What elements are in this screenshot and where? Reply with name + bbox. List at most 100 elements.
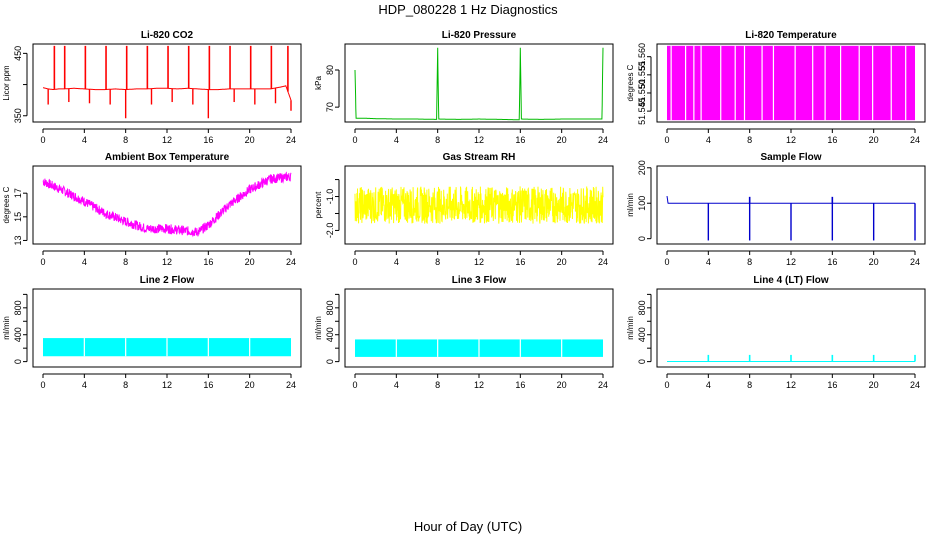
x-tick-label: 8 (747, 257, 752, 267)
x-tick-label: 20 (869, 380, 879, 390)
x-axis: 0 4 8 12 16 20 24 (352, 128, 608, 145)
y-axis-label: ml/min (626, 316, 635, 340)
series-line (43, 85, 292, 101)
x-tick-label: 16 (515, 380, 525, 390)
x-axis: 0 4 8 12 16 20 24 (664, 250, 920, 267)
x-tick-label: 20 (557, 135, 567, 145)
x-tick-label: 0 (352, 380, 357, 390)
plot-frame (32, 165, 302, 245)
x-tick-label: 20 (245, 257, 255, 267)
y-tick-label: 51.545 (637, 97, 647, 125)
x-tick-label: 16 (203, 380, 213, 390)
panel-4: Gas Stream RH percent 0 4 8 12 16 20 24 -2.0 -1.0 (314, 152, 614, 267)
x-tick-label: 24 (286, 380, 296, 390)
y-tick-label: 400 (637, 327, 647, 342)
x-axis: 0 4 8 12 16 20 24 (352, 373, 608, 390)
plot-area (667, 354, 916, 362)
x-tick-label: 16 (203, 257, 213, 267)
y-tick-label: 80 (325, 65, 335, 75)
y-axis-label: percent (314, 191, 323, 218)
x-tick-label: 12 (786, 257, 796, 267)
x-tick-label: 20 (245, 135, 255, 145)
x-axis: 0 4 8 12 16 20 24 (352, 250, 608, 267)
y-axis: 0 100 200 (637, 160, 652, 241)
x-tick-label: 4 (706, 380, 711, 390)
y-tick-label: 800 (637, 300, 647, 315)
y-tick-label: 100 (637, 196, 647, 211)
panel-7: Line 3 Flow ml/min 0 4 8 12 16 20 24 0 400 800 (314, 275, 614, 390)
figure-title: HDP_080228 1 Hz Diagnostics (378, 2, 558, 17)
x-tick-label: 20 (869, 135, 879, 145)
x-axis: 0 4 8 12 16 20 24 (40, 128, 296, 145)
x-tick-label: 8 (435, 135, 440, 145)
y-axis-label: ml/min (314, 316, 323, 340)
x-tick-label: 8 (123, 135, 128, 145)
x-tick-label: 0 (352, 257, 357, 267)
x-tick-label: 12 (162, 380, 172, 390)
y-tick-label: 450 (13, 46, 23, 61)
panel-title: Li-820 Pressure (442, 30, 517, 41)
series-line (42, 171, 292, 238)
y-tick-label: 800 (325, 300, 335, 315)
plot-frame (656, 43, 926, 123)
y-tick-label: 400 (325, 327, 335, 342)
x-tick-label: 0 (664, 380, 669, 390)
figure-xlabel: Hour of Day (UTC) (414, 519, 522, 534)
y-tick-label: -1.0 (325, 189, 335, 205)
y-axis: 350 450 (13, 46, 28, 123)
x-tick-label: 20 (557, 380, 567, 390)
x-tick-label: 20 (869, 257, 879, 267)
x-tick-label: 0 (664, 135, 669, 145)
plot-frame (656, 288, 926, 368)
x-axis: 0 4 8 12 16 20 24 (664, 128, 920, 145)
plot-frame (344, 288, 614, 368)
x-tick-label: 24 (286, 135, 296, 145)
panel-title: Line 2 Flow (140, 275, 195, 286)
plot-frame (32, 43, 302, 123)
y-tick-label: 800 (13, 300, 23, 315)
plot-area (355, 339, 603, 357)
panel-6: Line 2 Flow ml/min 0 4 8 12 16 20 24 0 400 800 (2, 275, 302, 390)
panel-title: Li-820 CO2 (141, 30, 194, 41)
x-tick-label: 4 (82, 380, 87, 390)
plot-area (666, 196, 916, 241)
series-line (666, 196, 915, 204)
x-tick-label: 24 (910, 380, 920, 390)
y-tick-label: 0 (13, 359, 23, 364)
x-tick-label: 16 (827, 135, 837, 145)
x-tick-label: 4 (706, 135, 711, 145)
x-tick-label: 8 (435, 380, 440, 390)
x-tick-label: 12 (474, 135, 484, 145)
x-tick-label: 0 (40, 135, 45, 145)
panel-title: Sample Flow (760, 152, 821, 163)
x-tick-label: 24 (286, 257, 296, 267)
panel-title: Li-820 Temperature (745, 30, 837, 41)
x-tick-label: 4 (394, 135, 399, 145)
data-band (667, 45, 915, 121)
series-line (354, 186, 604, 224)
panel-5: Sample Flow ml/min 0 4 8 12 16 20 24 0 100 200 (626, 152, 926, 267)
y-tick-label: 13 (13, 235, 23, 245)
x-tick-label: 20 (557, 257, 567, 267)
plot-frame (656, 165, 926, 245)
x-tick-label: 16 (203, 135, 213, 145)
panel-title: Line 3 Flow (452, 275, 507, 286)
x-tick-label: 24 (598, 135, 608, 145)
y-axis: 13 15 17 (13, 188, 28, 245)
y-tick-label: 15 (13, 212, 23, 222)
x-tick-label: 4 (706, 257, 711, 267)
y-axis: -2.0 -1.0 (325, 179, 340, 238)
x-tick-label: 20 (245, 380, 255, 390)
y-tick-label: 0 (325, 359, 335, 364)
plot-frame (344, 43, 614, 123)
y-tick-label: 51.555 (637, 61, 647, 89)
x-tick-label: 12 (474, 257, 484, 267)
y-tick-label: 200 (637, 160, 647, 175)
x-tick-label: 8 (123, 380, 128, 390)
panel-2: Li-820 Temperature degrees C 0 4 8 12 16 20 24 51… (626, 30, 926, 145)
panel-8: Line 4 (LT) Flow ml/min 0 4 8 12 16 20 24 0 400 800 (626, 275, 926, 390)
x-tick-label: 12 (162, 257, 172, 267)
x-tick-label: 24 (910, 135, 920, 145)
x-tick-label: 24 (910, 257, 920, 267)
y-tick-label: 17 (13, 188, 23, 198)
